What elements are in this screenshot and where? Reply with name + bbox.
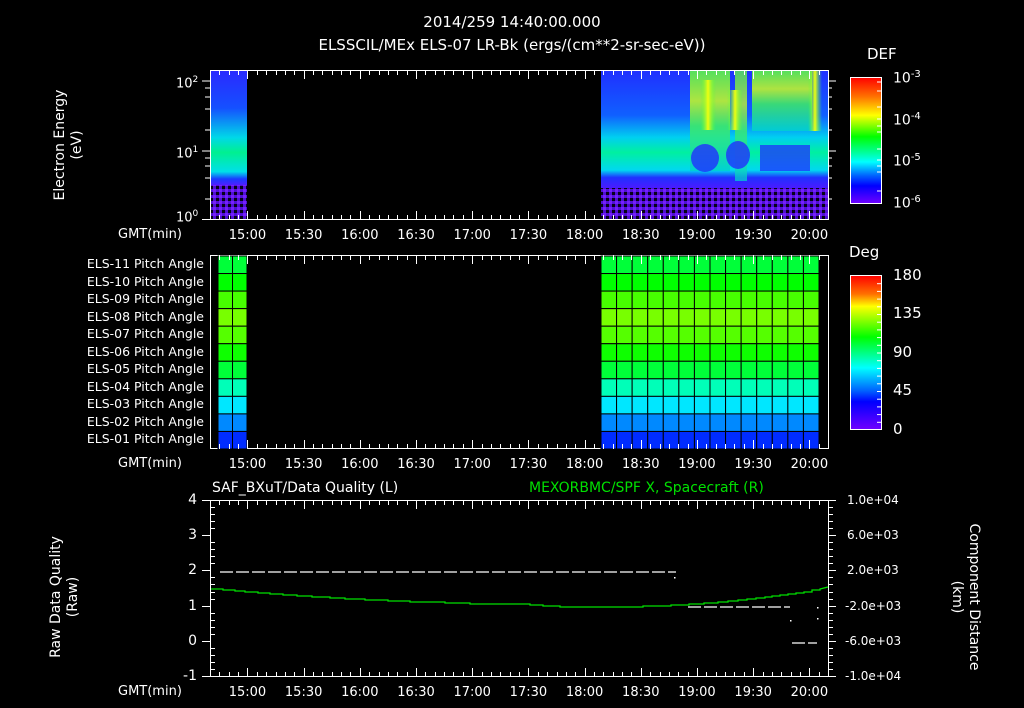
xtick-label: 17:30 (509, 228, 548, 243)
deg-tick-135: 135 (893, 304, 922, 322)
xtick-label: 15:30 (284, 457, 323, 472)
xtick-label: 19:00 (678, 228, 716, 243)
xtick-label: 18:30 (622, 685, 660, 700)
panel3-right-title: MEXORBMC/SPF X, Spacecraft (R) (529, 480, 764, 496)
deg-tick-90: 90 (893, 343, 913, 361)
xtick-label: 20:00 (790, 685, 829, 700)
pitch-angle-row-label: ELS-02 Pitch Angle (86, 413, 204, 429)
right-ytick-label: -2.0e+03 (845, 598, 902, 613)
panel3-xlabel: GMT(min) (118, 684, 182, 699)
deg-tick-180: 180 (893, 266, 922, 284)
left-ytick-label: 0 (188, 632, 197, 649)
xtick-label: 18:00 (565, 228, 604, 243)
xtick-label: 19:30 (734, 228, 772, 243)
pitch-angle-row-label: ELS-01 Pitch Angle (86, 431, 204, 447)
xtick-label: 18:00 (565, 457, 604, 472)
pitch-angle-row-label: ELS-08 Pitch Angle (86, 308, 204, 324)
left-ytick-label: 3 (188, 527, 197, 544)
def-tick-1e-4: 10-4 (893, 111, 921, 129)
pitch-angle-row-label: ELS-05 Pitch Angle (86, 361, 204, 377)
right-ytick-label: -1.0e+04 (845, 669, 902, 683)
def-colorbar-title: DEF (867, 45, 897, 63)
xtick-label: 17:00 (453, 685, 491, 700)
panel1-ylabel: Electron Energy (eV) (52, 70, 86, 220)
panel3-left-title: SAF_BXuT/Data Quality (L) (212, 480, 399, 496)
ytick-100: 102 (176, 75, 199, 92)
xtick-label: 18:30 (622, 457, 660, 472)
left-ytick-label: -1 (183, 668, 197, 684)
right-ytick-label: 1.0e+04 (847, 493, 899, 507)
xtick-label: 16:00 (341, 685, 379, 700)
plot-title: ELSSCIL/MEx ELS-07 LR-Bk (ergs/(cm**2-sr… (318, 36, 706, 54)
panel3-ylabel-left-line1: Raw Data Quality (48, 536, 64, 658)
panel3-ylabel-right-line1: Component Distance (966, 523, 982, 671)
xtick-label: 16:30 (397, 228, 435, 243)
xtick-label: 20:00 (790, 228, 829, 243)
def-tick-1e-3: 10-3 (893, 69, 921, 87)
xtick-label: 19:00 (678, 457, 716, 472)
xtick-label: 19:30 (734, 685, 772, 700)
panel3-ylabel-right-line2: (km) (949, 580, 965, 614)
panel3-ylabel-left: Raw Data Quality (Raw) (48, 522, 82, 672)
right-ytick-label: 2.0e+03 (847, 563, 899, 578)
ytick-10: 101 (176, 145, 199, 162)
pitch-angle-row-label: ELS-06 Pitch Angle (86, 343, 204, 359)
xtick-label: 20:00 (790, 457, 829, 472)
right-ytick-label: -6.0e+03 (845, 633, 902, 648)
xtick-label: 18:00 (565, 685, 604, 700)
panel2-xlabel: GMT(min) (118, 456, 182, 471)
xtick-label: 17:00 (453, 457, 491, 472)
xtick-label: 15:30 (284, 228, 323, 243)
pitch-angle-row-label: ELS-10 Pitch Angle (86, 273, 204, 289)
left-ytick-label: 4 (188, 492, 197, 508)
xtick-label: 17:00 (453, 228, 491, 243)
xtick-label: 15:00 (228, 685, 267, 700)
ytick-1: 100 (176, 209, 199, 226)
deg-tick-0: 0 (893, 420, 903, 438)
pitch-angle-row-label: ELS-07 Pitch Angle (86, 326, 204, 342)
xtick-label: 17:30 (509, 685, 548, 700)
xtick-label: 19:30 (734, 457, 772, 472)
xtick-label: 16:30 (397, 685, 435, 700)
xtick-label: 15:00 (228, 457, 267, 472)
panel3-ylabel-right: Component Distance (km) (948, 512, 982, 682)
xtick-label: 15:00 (228, 228, 267, 243)
pitch-angle-row-label: ELS-03 Pitch Angle (86, 396, 204, 412)
left-ytick-label: 1 (188, 597, 197, 614)
xtick-label: 16:00 (341, 457, 379, 472)
def-tick-1e-6: 10-6 (893, 194, 921, 212)
panel1-xlabel: GMT(min) (118, 227, 182, 242)
right-ytick-label: 6.0e+03 (847, 528, 899, 543)
panel3-ylabel-left-line2: (Raw) (65, 576, 81, 618)
xtick-label: 19:00 (678, 685, 716, 700)
deg-colorbar-title: Deg (849, 243, 880, 261)
panel1-ylabel-line1: Electron Energy (52, 89, 68, 201)
pitch-angle-row-label: ELS-09 Pitch Angle (86, 291, 204, 307)
xtick-label: 16:00 (341, 228, 379, 243)
deg-tick-45: 45 (893, 381, 913, 399)
def-tick-1e-5: 10-5 (893, 152, 921, 170)
pitch-angle-row-label: ELS-04 Pitch Angle (86, 378, 204, 394)
xtick-label: 16:30 (397, 457, 435, 472)
pitch-angle-row-label: ELS-11 Pitch Angle (86, 256, 204, 271)
xtick-label: 18:30 (622, 228, 660, 243)
xtick-label: 17:30 (509, 457, 548, 472)
panel1-ylabel-line2: (eV) (69, 130, 85, 160)
plot-timestamp: 2014/259 14:40:00.000 (423, 13, 601, 31)
left-ytick-label: 2 (188, 562, 197, 579)
xtick-label: 15:30 (284, 685, 323, 700)
